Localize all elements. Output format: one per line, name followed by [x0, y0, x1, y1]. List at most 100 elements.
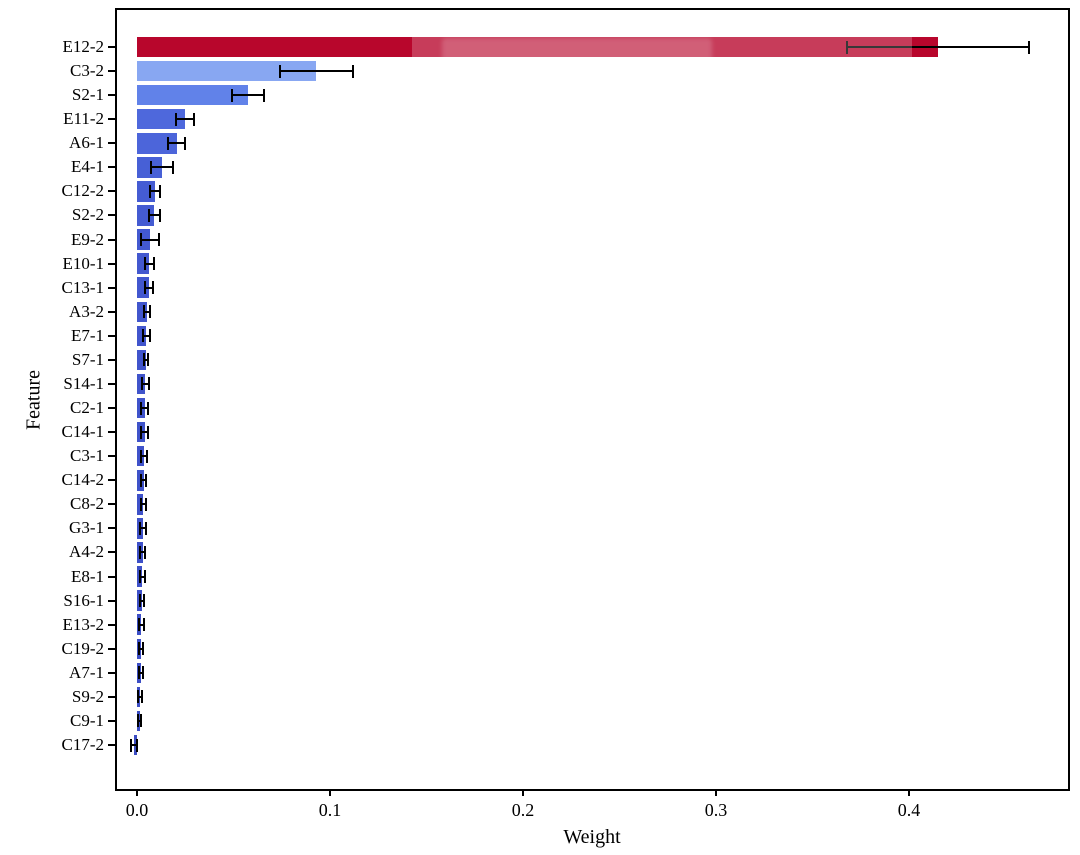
- y-tick-c3-1: [108, 455, 115, 458]
- y-tick-label-e13-2: E13-2: [62, 614, 104, 634]
- error-cap-right-g3-1: [144, 521, 147, 535]
- error-cap-right-c13-1: [151, 281, 154, 295]
- x-tick-label-0.1: 0.1: [318, 800, 342, 820]
- y-tick-c14-1: [108, 431, 115, 434]
- error-bar-a7-1: [138, 671, 143, 674]
- error-bar-s16-1: [139, 599, 145, 602]
- y-tick-c3-2: [108, 70, 115, 73]
- y-tick-c2-1: [108, 407, 115, 410]
- error-cap-left-e13-2: [137, 618, 140, 632]
- y-tick-c12-2: [108, 190, 115, 193]
- y-tick-s2-1: [108, 94, 115, 97]
- error-cap-left-a4-2: [138, 545, 141, 559]
- x-tick-label-0.4: 0.4: [897, 800, 921, 820]
- error-cap-left-c3-2: [278, 64, 281, 78]
- error-cap-left-e7-1: [141, 329, 144, 343]
- error-bar-a6-1: [167, 142, 186, 145]
- y-tick-g3-1: [108, 527, 115, 530]
- x-tick-0.1: [329, 789, 331, 796]
- error-cap-right-e13-2: [143, 618, 146, 632]
- y-tick-c17-2: [108, 744, 115, 747]
- error-cap-right-e4-1: [172, 160, 175, 174]
- error-bar-a3-2: [143, 310, 150, 313]
- x-axis-title: Weight: [563, 826, 621, 848]
- error-cap-left-c13-1: [143, 281, 146, 295]
- y-tick-label-c9-1: C9-1: [70, 710, 104, 730]
- y-tick-label-e10-1: E10-1: [62, 253, 104, 273]
- error-bar-c8-2: [140, 503, 146, 506]
- y-tick-label-a6-1: A6-1: [69, 133, 104, 153]
- y-tick-label-e4-1: E4-1: [70, 157, 104, 177]
- y-tick-label-e11-2: E11-2: [63, 109, 104, 129]
- error-bar-c19-2: [139, 647, 143, 650]
- y-tick-label-e7-1: E7-1: [70, 325, 104, 345]
- y-tick-e7-1: [108, 334, 115, 337]
- y-tick-e11-2: [108, 118, 115, 121]
- x-tick-0.2: [522, 789, 524, 796]
- error-bar-a4-2: [139, 551, 146, 554]
- y-tick-e8-1: [108, 575, 115, 578]
- error-cap-right-c3-2: [352, 64, 355, 78]
- y-tick-label-s2-1: S2-1: [71, 85, 104, 105]
- y-tick-e4-1: [108, 166, 115, 169]
- bar-c3-2: [137, 60, 317, 82]
- error-cap-right-c9-1: [140, 714, 143, 728]
- y-tick-label-c14-2: C14-2: [61, 470, 105, 490]
- y-tick-label-c12-2: C12-2: [61, 181, 105, 201]
- error-cap-right-c2-1: [147, 401, 150, 415]
- error-bar-c2-1: [141, 407, 149, 410]
- error-cap-right-s7-1: [147, 353, 150, 367]
- error-cap-right-s2-2: [158, 208, 161, 222]
- error-cap-right-c14-1: [147, 425, 149, 439]
- error-cap-right-a4-2: [144, 545, 147, 559]
- plot-inner: E12-2 C3-2 S2-1 E11-2 A6-1 E4-1 C12-2 S2-2 E9-2 E…: [62, 10, 1068, 820]
- error-cap-left-c17-2: [130, 738, 133, 752]
- error-cap-right-c3-1: [146, 449, 149, 463]
- y-tick-label-s2-2: S2-2: [71, 205, 104, 225]
- error-bar-c13-1: [144, 286, 153, 289]
- y-tick-a7-1: [108, 671, 115, 674]
- y-tick-label-a4-2: A4-2: [69, 542, 104, 562]
- error-bar-s7-1: [143, 358, 149, 361]
- error-cap-left-e10-1: [144, 257, 147, 271]
- error-cap-left-s2-2: [147, 208, 150, 222]
- bar-a6-1: [137, 133, 177, 154]
- y-tick-label-e8-1: E8-1: [70, 566, 104, 586]
- error-bar-c17-2: [131, 744, 137, 747]
- error-cap-left-c14-2: [140, 473, 143, 487]
- bar-e7-1: [137, 325, 147, 347]
- y-tick-label-c14-1: C14-1: [61, 422, 105, 442]
- error-cap-right-s2-1: [263, 88, 266, 102]
- bar-e10-1: [137, 253, 150, 274]
- error-cap-right-e7-1: [148, 329, 151, 343]
- error-bar-s14-1: [141, 382, 149, 385]
- y-tick-c14-2: [108, 479, 115, 482]
- error-cap-left-s16-1: [138, 594, 141, 608]
- error-cap-left-e9-2: [140, 233, 143, 247]
- x-tick-label-0.2: 0.2: [511, 800, 535, 820]
- error-cap-left-a7-1: [137, 666, 140, 680]
- error-cap-left-e8-1: [138, 570, 141, 584]
- y-tick-label-a7-1: A7-1: [69, 662, 104, 682]
- y-tick-a4-2: [108, 551, 115, 554]
- y-tick-label-c3-2: C3-2: [70, 61, 104, 81]
- error-bar-c14-2: [141, 479, 147, 482]
- error-bar-e10-1: [145, 262, 154, 265]
- y-axis-title: Feature: [22, 370, 45, 430]
- error-cap-right-e10-1: [152, 257, 155, 271]
- y-tick-c13-1: [108, 286, 115, 289]
- error-bar-c3-2: [279, 70, 354, 73]
- error-bar-e9-2: [141, 238, 160, 241]
- error-cap-right-e11-2: [193, 112, 196, 126]
- bar-s7-1: [137, 349, 146, 371]
- bar-s2-1: [137, 84, 248, 106]
- error-cap-left-e11-2: [174, 112, 177, 126]
- y-tick-label-s14-1: S14-1: [63, 373, 104, 393]
- error-cap-left-s7-1: [142, 353, 145, 367]
- error-cap-right-c19-2: [141, 642, 144, 656]
- error-cap-left-c12-2: [149, 184, 152, 198]
- y-tick-e10-1: [108, 262, 115, 265]
- y-tick-label-c2-1: C2-1: [70, 398, 104, 418]
- y-tick-s9-2: [108, 695, 115, 698]
